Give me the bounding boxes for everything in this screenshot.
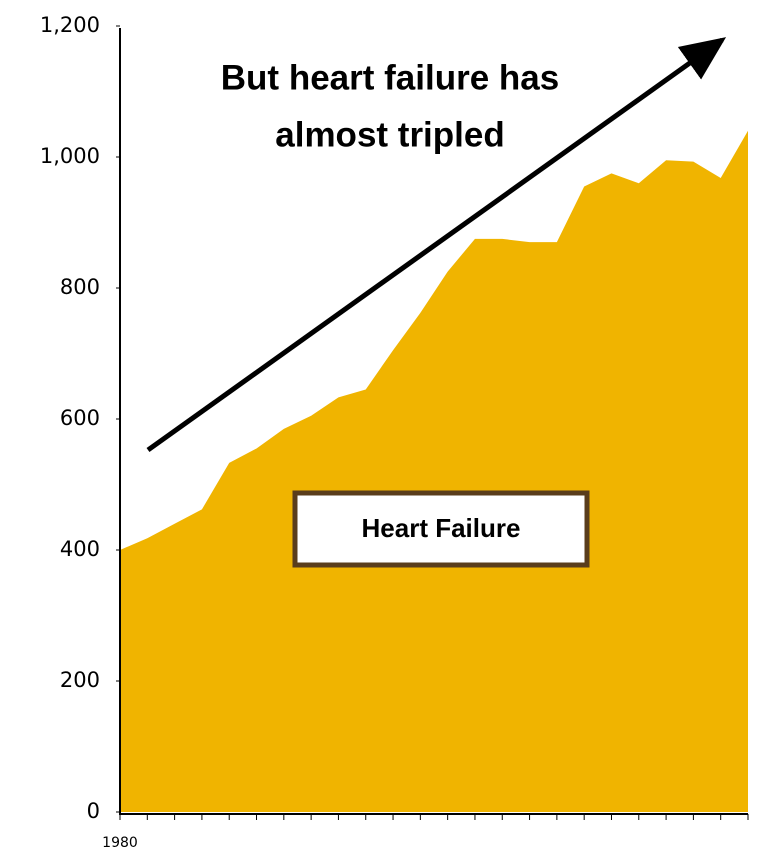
annotation: almost tripled <box>275 115 504 154</box>
legend-box <box>292 490 590 568</box>
area <box>120 130 748 813</box>
x-tick-label: 1980 <box>102 835 138 851</box>
legend-label: Heart Failure <box>362 513 521 543</box>
y-tick-label: 600 <box>60 406 100 430</box>
annotation: But heart failure has <box>221 58 559 97</box>
trend-arrow <box>146 37 727 453</box>
y-tick-label: 200 <box>60 668 100 692</box>
y-tick-label: 1,000 <box>40 144 100 168</box>
y-tick-label: 1,200 <box>40 13 100 37</box>
plot-area <box>120 130 748 813</box>
y-tick-label: 400 <box>60 537 100 561</box>
y-tick-label: 800 <box>60 275 100 299</box>
y-tick-label: 0 <box>87 799 100 823</box>
